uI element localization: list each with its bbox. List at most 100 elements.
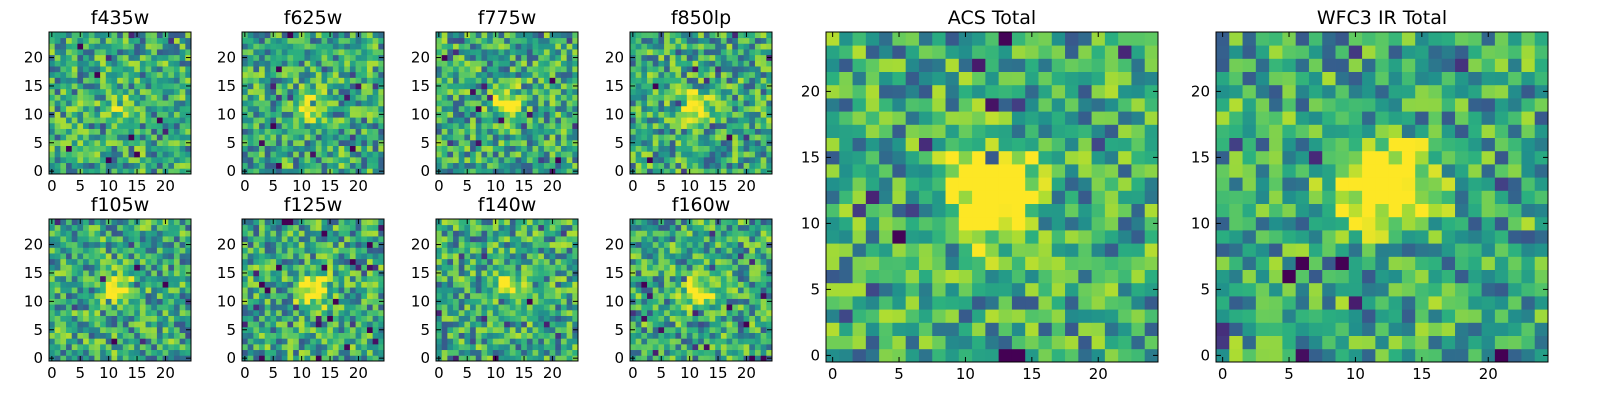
heatmap-cell bbox=[151, 338, 158, 345]
heatmap-cell bbox=[49, 332, 56, 339]
heatmap-cell bbox=[754, 128, 762, 135]
heatmap-cell bbox=[658, 151, 665, 158]
heatmap-cell bbox=[481, 275, 488, 282]
heatmap-cell bbox=[355, 275, 362, 282]
heatmap-cell bbox=[338, 258, 345, 265]
heatmap-cell bbox=[259, 49, 266, 56]
heatmap-cell bbox=[77, 321, 84, 328]
heatmap-cell bbox=[760, 122, 767, 129]
heatmap-cell bbox=[447, 332, 454, 339]
heatmap-cell bbox=[481, 162, 488, 169]
heatmap-cell bbox=[349, 162, 356, 169]
heatmap-cell bbox=[692, 270, 699, 277]
heatmap-cell bbox=[754, 168, 762, 175]
heatmap-cell bbox=[128, 83, 135, 90]
heatmap-cell bbox=[128, 292, 135, 299]
heatmap-cell bbox=[122, 139, 129, 146]
heatmap-cell bbox=[315, 100, 322, 107]
heatmap-cell bbox=[378, 224, 385, 231]
heatmap-cell bbox=[66, 83, 73, 90]
heatmap-cell bbox=[281, 71, 288, 78]
heatmap-cell bbox=[276, 355, 283, 362]
heatmap-cell bbox=[630, 128, 637, 135]
heatmap-cell bbox=[475, 111, 482, 118]
heatmap-cell bbox=[481, 247, 488, 254]
heatmap-cell bbox=[647, 332, 654, 339]
x-tick-label: 10 bbox=[486, 177, 505, 195]
heatmap-cell bbox=[162, 287, 169, 294]
heatmap-cell bbox=[504, 32, 511, 39]
heatmap-cell bbox=[332, 338, 339, 345]
heatmap-cell bbox=[549, 236, 556, 243]
heatmap-cell bbox=[88, 281, 95, 288]
heatmap-cell bbox=[726, 332, 733, 339]
heatmap-cell bbox=[287, 338, 294, 345]
heatmap-cell bbox=[538, 111, 545, 118]
heatmap-cell bbox=[247, 134, 254, 141]
heatmap-cell bbox=[264, 349, 271, 356]
heatmap-cell bbox=[162, 71, 169, 78]
heatmap-cell bbox=[253, 168, 260, 175]
heatmap-cell bbox=[281, 355, 288, 362]
heatmap-cell bbox=[145, 287, 152, 294]
heatmap-cell bbox=[652, 94, 659, 101]
heatmap-cell bbox=[572, 156, 579, 164]
heatmap-cell bbox=[122, 43, 129, 50]
heatmap-cell bbox=[458, 139, 465, 146]
heatmap-cell bbox=[100, 343, 107, 351]
heatmap-cell bbox=[185, 253, 192, 260]
heatmap-cell bbox=[139, 117, 146, 124]
heatmap-cell bbox=[151, 321, 158, 328]
heatmap-cell bbox=[749, 298, 756, 305]
heatmap-cell bbox=[566, 94, 573, 101]
heatmap-cell bbox=[287, 253, 294, 260]
heatmap-cell bbox=[675, 105, 682, 112]
heatmap-cell bbox=[247, 270, 254, 277]
heatmap-cell bbox=[83, 168, 90, 175]
heatmap-cell bbox=[652, 122, 659, 129]
heatmap-cell bbox=[139, 258, 146, 265]
heatmap-cell bbox=[49, 49, 56, 56]
heatmap-cell bbox=[743, 88, 750, 95]
heatmap-cell bbox=[743, 128, 750, 135]
heatmap-cell bbox=[743, 332, 750, 339]
heatmap-cell bbox=[88, 134, 95, 141]
heatmap-cell bbox=[681, 49, 688, 56]
heatmap-cell bbox=[549, 332, 556, 339]
heatmap-cell bbox=[264, 37, 271, 44]
heatmap-cell bbox=[481, 349, 488, 356]
heatmap-cell bbox=[66, 253, 73, 260]
heatmap-cell bbox=[521, 88, 528, 95]
heatmap-cell bbox=[60, 66, 67, 73]
heatmap-cell bbox=[458, 100, 465, 107]
heatmap-cell bbox=[726, 77, 733, 84]
heatmap-cell bbox=[441, 117, 448, 124]
heatmap-cell bbox=[162, 236, 169, 243]
heatmap-cell bbox=[49, 224, 56, 231]
heatmap-cell bbox=[83, 343, 90, 351]
heatmap-cell bbox=[566, 315, 573, 322]
heatmap-cell bbox=[94, 230, 101, 237]
heatmap-cell bbox=[749, 338, 756, 345]
heatmap-cell bbox=[453, 77, 460, 84]
heatmap-cell bbox=[754, 117, 762, 124]
heatmap-cell bbox=[436, 37, 443, 44]
heatmap-cell bbox=[327, 111, 334, 118]
heatmap-cell bbox=[475, 332, 482, 339]
heatmap-cell bbox=[128, 321, 135, 328]
heatmap-cell bbox=[447, 326, 454, 333]
heatmap-cell bbox=[349, 343, 356, 351]
heatmap-cell bbox=[304, 145, 311, 152]
heatmap-cell bbox=[726, 88, 733, 95]
heatmap-cell bbox=[766, 156, 773, 164]
heatmap-cell bbox=[703, 139, 710, 146]
heatmap-cell bbox=[338, 94, 345, 101]
heatmap-cell bbox=[372, 49, 379, 56]
heatmap-cell bbox=[635, 105, 642, 112]
heatmap-cell bbox=[54, 349, 61, 356]
heatmap-cell bbox=[366, 258, 374, 265]
heatmap-cell bbox=[66, 32, 73, 39]
heatmap-cell bbox=[88, 162, 95, 169]
heatmap-cell bbox=[698, 71, 705, 78]
